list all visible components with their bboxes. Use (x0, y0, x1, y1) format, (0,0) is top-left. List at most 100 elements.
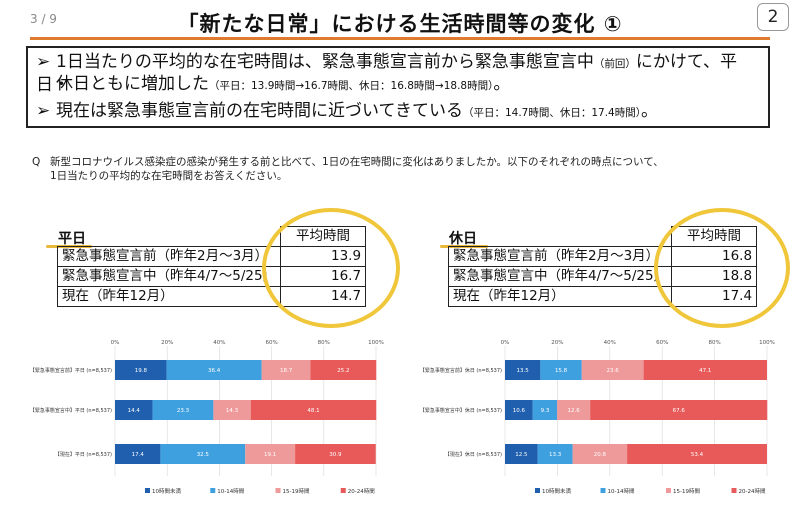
bullet1-text-end: にかけて、平日・ (36, 52, 737, 95)
bar-segment (537, 444, 573, 464)
axis-tick-label: 20% (161, 340, 173, 346)
row-label: 現在（昨年12月） (447, 286, 673, 307)
data-label: 19.1 (264, 452, 276, 458)
bullet1-line2-note: （平日：13.9時間→16.7時間、休日：16.8時間→18.8時間） (209, 80, 494, 92)
summary-bullet-1-cont: 休日ともに増加した（平日：13.9時間→16.7時間、休日：16.8時間→18.… (56, 74, 510, 97)
axis-tick-label: 80% (708, 340, 720, 346)
bullet2-end: 。 (641, 101, 658, 121)
bullet1-text: 1日当たりの平均的な在宅時間は、緊急事態宣言前から緊急事態宣言中 (56, 52, 594, 72)
bar-segment (627, 444, 767, 464)
holiday-stacked-bar-chart: 0% 20% 40% 60% 80% 100% 【緊急事態宣言前】休日 (n=8,537) 1… (420, 340, 775, 495)
axis-tick-label: 0% (501, 340, 510, 346)
bar-segment (245, 444, 296, 464)
page-indicator: 3 / 9 (30, 12, 57, 26)
bar-segment (115, 400, 153, 420)
weekday-stacked-bar-chart: 0% 20% 40% 60% 80% 100% 【緊急事態宣言前】平日 (n=8,537) 1… (30, 340, 384, 495)
legend-label: 15-19時間 (283, 487, 310, 495)
survey-question: Q 新型コロナウイルス感染症の感染が発生する前と比べて、1日の在宅時間に変化はあり… (32, 155, 664, 183)
bar-segment (505, 400, 533, 420)
data-label: 25.2 (337, 368, 349, 374)
bar-segment (160, 444, 246, 464)
data-label: 13.5 (517, 368, 530, 374)
axis-tick-label: 100% (759, 340, 775, 346)
legend-label: 20-24時間 (739, 487, 766, 495)
data-label: 9.3 (541, 408, 550, 414)
axis-tick-label: 60% (656, 340, 668, 346)
bullet2-note: （平日：14.7時間、休日：17.4時間） (462, 107, 641, 119)
category-label: 【現在】平日 (n=8,537) (55, 451, 112, 458)
page-title: 「新たな日常」における生活時間等の変化 ① (177, 12, 623, 36)
axis-tick-label: 60% (265, 340, 277, 346)
bar-segment (540, 360, 582, 380)
data-label: 36.4 (208, 368, 221, 374)
data-label: 18.7 (280, 368, 293, 374)
bar-segment (295, 444, 376, 464)
summary-bullet-1: ➢ 1日当たりの平均的な在宅時間は、緊急事態宣言前から緊急事態宣言中（前回）にかけ… (36, 52, 768, 96)
bar-segment (213, 400, 251, 420)
slide-number-badge: 2 (757, 3, 789, 31)
data-label: 15.8 (555, 368, 568, 374)
question-mark: Q (32, 156, 41, 168)
data-label: 47.1 (699, 368, 711, 374)
row-label: 緊急事態宣言中（昨年4/7～5/25） (447, 266, 673, 287)
data-label: 17.4 (132, 452, 145, 458)
legend-swatch (340, 488, 346, 493)
data-label: 32.5 (197, 452, 210, 458)
data-label: 10.6 (513, 408, 526, 414)
bullet1-line2-end: 。 (493, 74, 511, 94)
data-label: 48.1 (307, 408, 319, 414)
legend-swatch (731, 488, 737, 493)
data-label: 19.8 (135, 368, 148, 374)
category-label: 【現在】休日 (n=8,537) (445, 451, 502, 458)
data-label: 67.6 (673, 408, 686, 414)
legend-swatch (145, 488, 150, 493)
bar-segment (505, 444, 538, 464)
category-label: 【緊急事態宣言前】平日 (n=8,537) (30, 367, 112, 374)
arrow-bullet-icon: ➢ (36, 52, 51, 72)
bullet2-text: 現在は緊急事態宣言前の在宅時間に近づいてきている (56, 101, 463, 121)
axis-tick-label: 0% (111, 340, 120, 346)
bar-segment (581, 360, 644, 380)
weekday-highlight-circle (262, 208, 400, 328)
data-label: 20.8 (594, 452, 607, 458)
legend-swatch (600, 488, 606, 493)
data-label: 12.5 (515, 452, 528, 458)
legend-label: 20-24時間 (348, 487, 375, 495)
bar-segment (115, 360, 167, 380)
bar-segment (505, 360, 541, 380)
bar-segment (557, 400, 591, 420)
bar-segment (261, 360, 311, 380)
category-label: 【緊急事態宣言中】平日 (n=8,537) (30, 407, 112, 414)
data-label: 23.3 (177, 408, 190, 414)
bar-segment (590, 400, 768, 420)
data-label: 14.3 (226, 408, 239, 414)
category-label: 【緊急事態宣言中】休日 (n=8,537) (420, 407, 502, 414)
data-label: 23.6 (607, 368, 620, 374)
row-label: 現在（昨年12月） (56, 286, 282, 307)
bar-segment (166, 360, 262, 380)
bar-segment (250, 400, 377, 420)
bar-segment (572, 444, 628, 464)
legend-swatch (275, 488, 281, 493)
row-label: 緊急事態宣言前（昨年2月～3月） (447, 246, 673, 267)
legend-label: 15-19時間 (673, 487, 700, 495)
data-label: 53.4 (691, 452, 704, 458)
axis-tick-label: 40% (213, 340, 225, 346)
summary-box: ➢ 1日当たりの平均的な在宅時間は、緊急事態宣言前から緊急事態宣言中（前回）にかけ… (26, 46, 770, 128)
legend-label: 10-14時間 (217, 487, 244, 495)
legend-label: 10-14時間 (608, 487, 635, 495)
axis-tick-label: 20% (551, 340, 563, 346)
axis-tick-label: 40% (604, 340, 616, 346)
bar-segment (115, 444, 161, 464)
arrow-bullet-icon: ➢ (36, 101, 51, 121)
data-label: 12.6 (568, 408, 581, 414)
question-line-2: 1日当たりの平均的な在宅時間をお答えください。 (50, 170, 288, 182)
title-divider (30, 37, 770, 40)
bar-segment (532, 400, 558, 420)
legend-swatch (666, 488, 671, 493)
bar-segment (643, 360, 767, 380)
legend-swatch (210, 488, 216, 493)
question-line-1: 新型コロナウイルス感染症の感染が発生する前と比べて、1日の在宅時間に変化はありま… (50, 156, 664, 168)
bullet1-note: （前回） (593, 58, 636, 70)
row-label: 緊急事態宣言中（昨年4/7～5/25） (56, 266, 282, 287)
